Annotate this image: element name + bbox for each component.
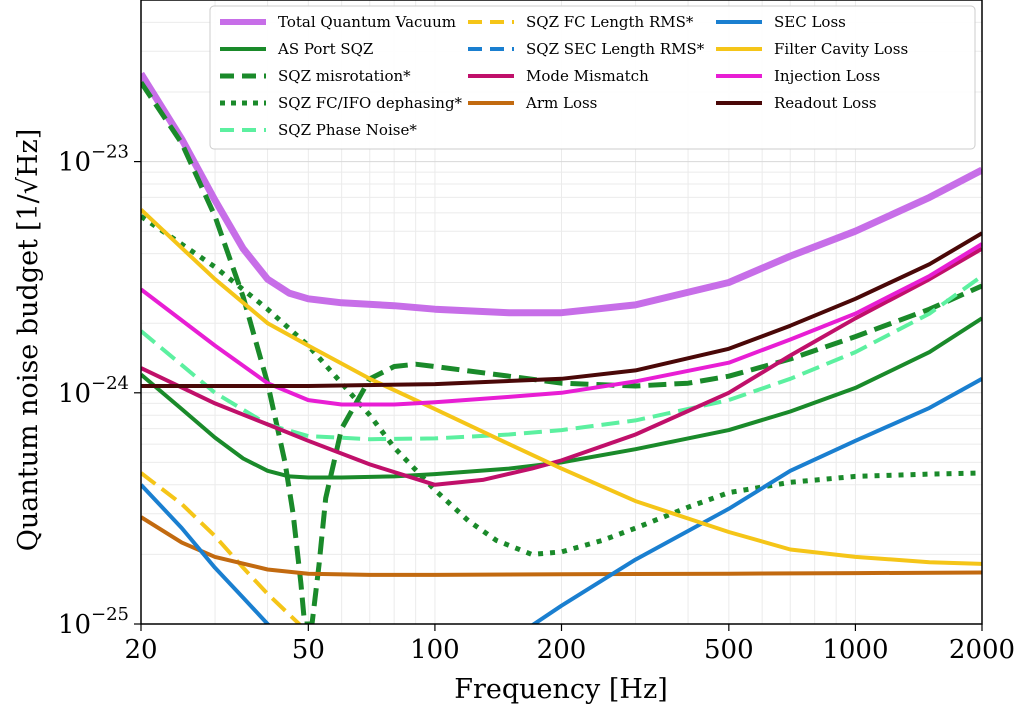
legend-label: Readout Loss — [774, 94, 877, 112]
y-axis-label: Quantum noise budget [1/√Hz] — [13, 129, 44, 552]
legend-label: SQZ FC/IFO dephasing* — [278, 94, 463, 112]
series-line-1 — [141, 316, 982, 480]
x-tick-label: 50 — [292, 635, 325, 665]
x-axis-label: Frequency [Hz] — [454, 674, 667, 705]
legend-label: SQZ Phase Noise* — [278, 121, 417, 139]
axis-ticks: 20 50 100 200 500 1000 2000 10−25 10−24 10−23 — [58, 142, 1015, 665]
y-tick-label: 10−25 — [58, 604, 129, 640]
x-tick-label: 200 — [537, 635, 587, 665]
y-tick-label: 10−23 — [58, 142, 129, 178]
legend-label: SQZ misrotation* — [278, 67, 411, 85]
y-axis-unit: [1/√Hz] — [13, 129, 44, 231]
series-line-3 — [141, 214, 982, 557]
series-line-13 — [141, 231, 982, 388]
x-tick-label: 20 — [124, 635, 157, 665]
series-line-10 — [530, 377, 982, 624]
legend-label: Filter Cavity Loss — [774, 40, 908, 58]
series-line-0 — [141, 71, 982, 317]
series-line-11 — [141, 208, 982, 566]
x-tick-label: 500 — [704, 635, 754, 665]
y-axis-label-text: Quantum noise budget — [13, 239, 44, 551]
x-tick-label: 100 — [410, 635, 460, 665]
legend-label: SQZ SEC Length RMS* — [526, 40, 705, 58]
plot-frame — [140, 0, 983, 625]
svg-text:Quantum noise budget[1/√Hz]: Quantum noise budget [1/√Hz] — [13, 129, 44, 552]
series-group — [141, 71, 982, 624]
legend-label: Mode Mismatch — [526, 67, 649, 85]
series-line-5 — [141, 471, 303, 624]
legend-label: SEC Loss — [774, 13, 846, 31]
y-tick-label: 10−24 — [58, 373, 129, 409]
legend-label: AS Port SQZ — [277, 40, 373, 58]
legend-box — [209, 5, 976, 150]
x-tick-label: 1000 — [822, 635, 888, 665]
legend: Total Quantum Vacuum AS Port SQZ SQZ misro… — [209, 5, 976, 150]
series-line-7 — [141, 246, 982, 487]
legend-label: Arm Loss — [525, 94, 597, 112]
x-tick-label: 2000 — [949, 635, 1015, 665]
legend-label: SQZ FC Length RMS* — [526, 13, 694, 31]
series-line-9 — [141, 483, 271, 624]
legend-label: Total Quantum Vacuum — [278, 13, 456, 31]
series-line-12 — [141, 242, 982, 407]
legend-label: Injection Loss — [774, 67, 880, 85]
